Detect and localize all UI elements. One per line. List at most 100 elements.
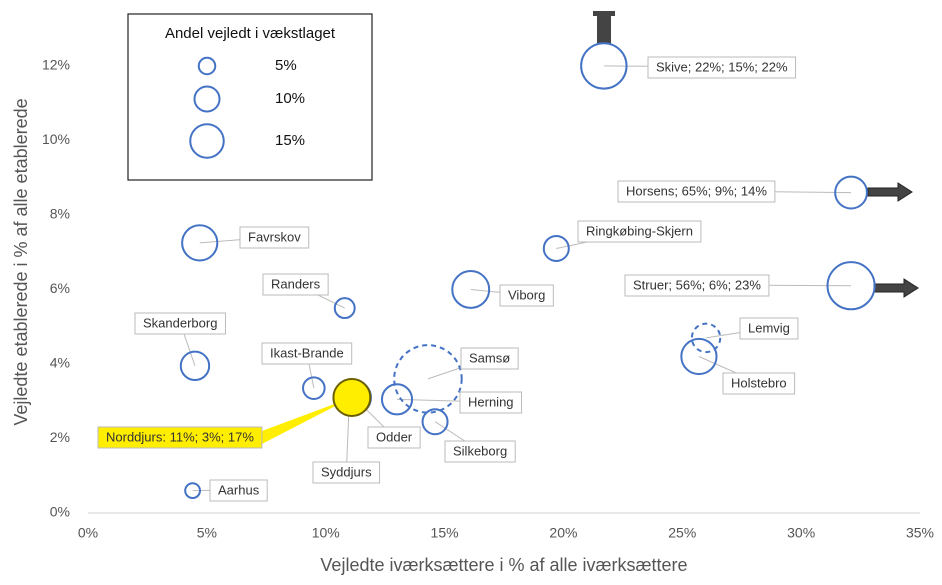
legend-bubble (197, 56, 217, 76)
data-label-text: Silkeborg (453, 443, 507, 458)
data-label: Ringkøbing-Skjern (577, 220, 702, 243)
data-label-text: Viborg (508, 287, 545, 302)
data-label-text: Herning (468, 394, 514, 409)
bubble (184, 482, 201, 500)
label-box (262, 273, 329, 296)
x-tick-label: 25% (668, 525, 696, 541)
y-tick-label: 2% (50, 429, 70, 445)
data-label-text: Horsens; 65%; 9%; 14% (626, 183, 767, 198)
data-label-text: Ringkøbing-Skjern (586, 223, 693, 238)
label-box (312, 461, 381, 484)
label-box (97, 426, 263, 449)
bubble (181, 224, 219, 262)
data-label: Odder (367, 426, 421, 449)
legend: Andel vejledt i vækstlaget (127, 13, 373, 181)
label-box (134, 312, 226, 335)
data-label: Herning (459, 391, 523, 414)
data-label: Silkeborg (444, 440, 516, 463)
label-box (624, 274, 770, 297)
legend-bubble (193, 85, 221, 113)
data-label-text: Lemvig (748, 320, 790, 335)
x-tick-label: 20% (549, 525, 577, 541)
label-box (460, 347, 519, 370)
arrow-right (867, 182, 913, 202)
legend-box (127, 13, 373, 181)
legend-label: 5% (275, 57, 297, 74)
data-label-text: Syddjurs (321, 464, 372, 479)
y-tick-label: 10% (42, 131, 70, 147)
bubble (826, 261, 876, 311)
x-tick-label: 0% (78, 525, 98, 541)
data-label: Norddjurs: 11%; 3%; 17% (97, 426, 263, 449)
y-tick-label: 12% (42, 57, 70, 73)
x-tick-label: 30% (787, 525, 815, 541)
label-box (367, 426, 421, 449)
leader-line (261, 397, 352, 444)
x-tick-label: 10% (312, 525, 340, 541)
data-label: Skive; 22%; 15%; 22% (647, 56, 797, 79)
bubble (834, 175, 868, 210)
data-label: Samsø (460, 347, 519, 370)
data-label: Ikast-Brande (261, 342, 353, 365)
label-box (261, 342, 353, 365)
label-box (739, 317, 799, 340)
bubble (380, 383, 414, 416)
legend-label: 15% (275, 132, 305, 149)
data-label-text: Struer; 56%; 6%; 23% (633, 277, 761, 292)
label-box (722, 372, 796, 395)
data-label: Struer; 56%; 6%; 23% (624, 274, 770, 297)
y-tick-label: 8% (50, 206, 70, 222)
y-tick-label: 4% (50, 355, 70, 371)
y-axis-label: Vejledte etablerede i % af alle etablere… (11, 98, 31, 425)
data-labels: Skive; 22%; 15%; 22% Horsens; 65%; 9%; 14… (97, 56, 799, 502)
bubble (580, 42, 628, 90)
arrow-up (593, 11, 615, 44)
data-label: Lemvig (739, 317, 799, 340)
legend-title: Andel vejledt i vækstlaget (165, 25, 336, 42)
bubble (421, 408, 449, 436)
label-box (577, 220, 702, 243)
label-box (499, 284, 554, 307)
label-box (239, 226, 310, 249)
x-tick-label: 35% (906, 525, 934, 541)
bubble (333, 297, 356, 320)
data-label-text: Favrskov (248, 229, 301, 244)
arrow-right (873, 278, 919, 298)
bubble (680, 337, 718, 376)
data-label-text: Skanderborg (143, 315, 217, 330)
data-label-text: Randers (271, 276, 321, 291)
bubble (179, 350, 211, 382)
data-label: Viborg (499, 284, 554, 307)
label-box (459, 391, 523, 414)
data-label-text: Holstebro (731, 375, 787, 390)
data-label: Syddjurs (312, 461, 381, 484)
data-label: Randers (262, 273, 329, 296)
bubble (542, 234, 570, 262)
legend-label: 10% (275, 90, 305, 107)
y-tick-label: 0% (50, 504, 70, 520)
label-box (444, 440, 516, 463)
x-axis-label: Vejledte iværksættere i % af alle iværks… (320, 555, 687, 575)
data-label: Holstebro (722, 372, 796, 395)
data-label-text: Aarhus (218, 482, 260, 497)
data-label: Favrskov (239, 226, 310, 249)
data-label-text: Norddjurs: 11%; 3%; 17% (106, 429, 254, 444)
y-tick-label: 6% (50, 280, 70, 296)
data-label: Aarhus (209, 479, 268, 502)
legend-bubble (189, 123, 225, 159)
data-label-text: Samsø (469, 350, 510, 365)
x-tick-label: 15% (431, 525, 459, 541)
bubble (332, 378, 372, 417)
data-label-text: Ikast-Brande (270, 345, 344, 360)
label-box (647, 56, 797, 79)
bubble (451, 269, 491, 309)
bubble (302, 376, 326, 400)
data-label-text: Skive; 22%; 15%; 22% (656, 59, 788, 74)
data-label-text: Odder (376, 429, 413, 444)
bubble (690, 322, 722, 354)
bubbles (179, 42, 876, 500)
bubble (393, 344, 463, 414)
x-tick-label: 5% (197, 525, 217, 541)
label-box (617, 180, 776, 203)
